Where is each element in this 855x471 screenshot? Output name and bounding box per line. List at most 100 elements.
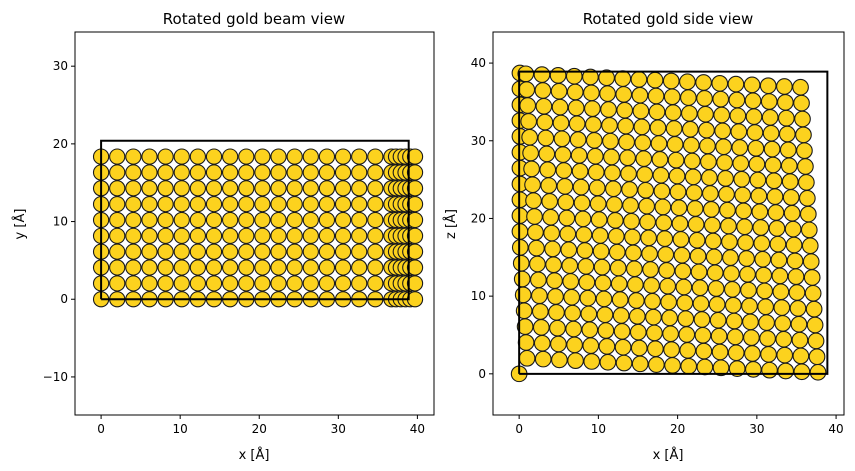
gold-atom [777,93,794,111]
gold-atom [561,257,579,274]
gold-atom [717,170,734,187]
gold-atom [525,192,542,209]
gold-atom [606,196,623,213]
gold-atom [719,201,736,219]
gold-atom [765,172,783,190]
gold-atom [731,139,749,156]
gold-atom [533,66,551,83]
gold-atom [797,158,814,175]
gold-atom [579,289,597,307]
gold-atom [173,243,190,260]
gold-atom [720,217,737,235]
x-tick-label: 10 [173,422,188,436]
gold-atom [665,120,683,137]
side-view-x-ticks: 0 10 20 30 40 [515,415,844,436]
gold-atom [318,227,336,245]
gold-atom [764,156,782,174]
gold-atom [602,132,619,150]
gold-atom [716,154,733,171]
gold-atom [550,82,568,100]
beam-view-title: Rotated gold beam view [163,10,345,28]
gold-atom [737,234,754,251]
gold-atom [109,243,126,260]
gold-atom [744,92,762,110]
gold-atom [588,179,606,197]
x-tick-label: 0 [515,422,523,436]
gold-atom [334,275,352,292]
gold-atom [254,180,271,197]
gold-atom [254,227,271,245]
gold-atom [742,313,759,331]
gold-atom [675,278,693,296]
gold-atom [270,211,287,229]
gold-atom [756,282,774,300]
gold-atom [733,170,751,188]
gold-atom [806,316,824,334]
gold-atom [351,259,368,276]
gold-atom [746,124,764,141]
side-view-atoms [510,64,827,383]
gold-atom [568,115,586,133]
gold-atom [254,211,271,229]
gold-atom [598,338,616,355]
y-tick-label: 10 [471,289,486,303]
gold-atom [569,131,587,148]
gold-atom [636,166,654,183]
gold-atom [763,140,781,158]
gold-atom [761,361,778,379]
gold-atom [673,246,691,264]
gold-atom [801,237,819,255]
x-tick-label: 0 [97,422,105,436]
gold-atom [696,90,713,107]
gold-atom [711,343,729,361]
gold-atom [535,97,553,115]
side-view-x-axis-label: x [Å] [653,447,684,463]
gold-atom [610,275,628,293]
gold-atom [749,171,767,189]
gold-atom [406,243,424,260]
gold-atom [792,78,809,96]
gold-atom [173,180,190,197]
gold-atom [173,164,190,181]
gold-atom [643,277,660,294]
gold-atom [521,128,539,146]
side-view-y-ticks: 0 10 20 30 40 [471,56,493,381]
gold-atom [547,288,564,305]
gold-atom [351,196,368,213]
gold-atom [682,136,700,154]
gold-atom [671,215,689,232]
gold-atom [406,164,424,181]
gold-atom [351,148,368,165]
gold-atom [238,164,255,181]
gold-atom [692,295,710,312]
gold-atom [205,275,223,292]
gold-atom [654,198,672,216]
gold-atom [786,252,804,270]
gold-atom [793,94,810,112]
gold-atom [334,164,352,181]
gold-atom [302,243,319,260]
gold-atom [736,218,753,236]
gold-atom [603,148,620,166]
gold-atom [802,253,820,270]
gold-atom [585,132,603,149]
beam-view-x-ticks: 0 10 20 30 40 [97,415,425,436]
gold-atom [623,212,640,230]
gold-atom [189,243,207,260]
gold-atom [667,151,685,169]
gold-atom [660,293,678,311]
gold-atom [205,227,223,245]
gold-atom [724,296,742,314]
gold-atom [718,185,735,203]
gold-atom [784,220,802,238]
gold-atom [318,275,336,292]
gold-atom [601,116,618,134]
gold-atom [589,195,607,213]
y-tick-label: 20 [53,137,68,151]
gold-atom [367,259,384,276]
gold-atom [531,303,549,320]
gold-atom [798,174,815,191]
gold-atom [334,259,352,276]
x-tick-label: 20 [670,422,685,436]
gold-atom [367,148,384,165]
